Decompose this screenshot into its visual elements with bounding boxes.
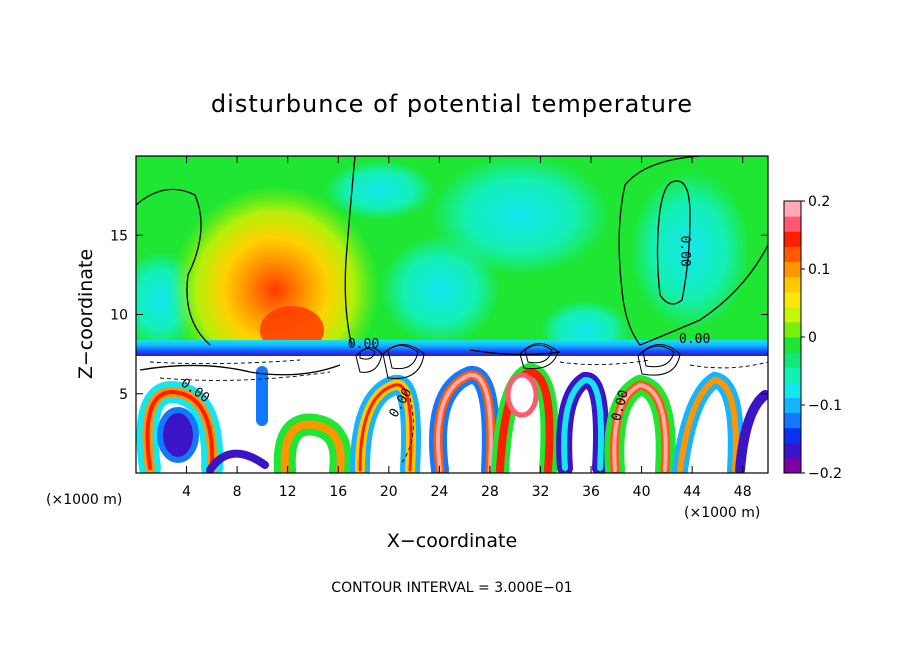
colorbar-tick-label: −0.1 <box>808 398 842 414</box>
x-tick-label: 36 <box>582 484 600 500</box>
x-unit-label: (×1000 m) <box>684 505 760 521</box>
x-tick-label: 40 <box>633 484 651 500</box>
colorbar-swatch <box>784 216 801 232</box>
y-axis: 5 10 15 <box>110 228 768 403</box>
colorbar-swatch <box>784 457 801 474</box>
colorbar-tick-label: 0.1 <box>808 262 830 278</box>
contour-label: 0.00 <box>677 235 692 266</box>
zero-contours <box>136 156 768 376</box>
y-tick-label: 10 <box>110 308 128 324</box>
colorbar-swatch <box>784 397 801 414</box>
x-tick-label: 8 <box>233 484 242 500</box>
colorbar-swatch <box>784 246 801 262</box>
x-tick-label: 16 <box>329 484 347 500</box>
colorbar-swatch <box>784 321 801 338</box>
lower-eddies <box>136 362 768 473</box>
x-tick-label: 12 <box>279 484 297 500</box>
x-tick-label: 28 <box>481 484 499 500</box>
colorbar-tick-label: 0.2 <box>808 194 830 210</box>
convective-cells <box>355 343 681 379</box>
interface-band <box>136 340 768 356</box>
colorbar-swatch <box>784 337 801 353</box>
colorbar-swatch <box>784 382 801 398</box>
colorbar-swatch <box>784 427 801 444</box>
colorbar-swatch <box>784 231 801 247</box>
colorbar-swatch <box>784 367 801 383</box>
dashed-contours <box>149 359 768 466</box>
chart-title: disturbunce of potential temperature <box>211 90 693 118</box>
y-axis-label: Z−coordinate <box>75 249 97 379</box>
x-axis-label: X−coordinate <box>387 530 517 552</box>
plot-field <box>136 156 768 473</box>
y-tick-label: 5 <box>119 387 128 403</box>
contour-label: 0.00 <box>679 332 710 347</box>
colorbar-tick-label: −0.2 <box>808 466 842 482</box>
x-tick-label: 4 <box>182 484 191 500</box>
contour-labels: 0.000.00 0.00 0.000.000.00 <box>178 235 711 422</box>
colorbar-swatch <box>784 442 801 459</box>
cool-zone <box>380 235 500 345</box>
contour-interval: CONTOUR INTERVAL = 3.000E−01 <box>331 580 572 596</box>
x-axis: 4 8 12 16 20 24 28 32 36 40 44 48 <box>182 156 752 500</box>
x-tick-label: 48 <box>734 484 752 500</box>
x-tick-label: 44 <box>683 484 701 500</box>
colorbar-swatch <box>784 291 801 308</box>
cool-zone <box>325 160 435 220</box>
contour-label: 0.00 <box>348 337 379 352</box>
colorbar-swatch <box>784 412 801 429</box>
colorbar-swatch <box>784 352 801 368</box>
colorbar-tick-label: 0 <box>808 330 817 346</box>
colorbar-swatch <box>784 306 801 323</box>
cool-zone <box>430 156 610 275</box>
colorbar-swatch <box>784 201 801 217</box>
colorbar-swatch <box>784 261 801 278</box>
x-tick-label: 20 <box>380 484 398 500</box>
y-unit-label: (×1000 m) <box>46 492 122 508</box>
x-tick-label: 24 <box>430 484 448 500</box>
y-tick-label: 15 <box>110 228 128 244</box>
colorbar-swatch <box>784 276 801 293</box>
x-tick-label: 32 <box>532 484 550 500</box>
colorbar: 0.2 0.1 0 −0.1 −0.2 <box>783 194 842 482</box>
